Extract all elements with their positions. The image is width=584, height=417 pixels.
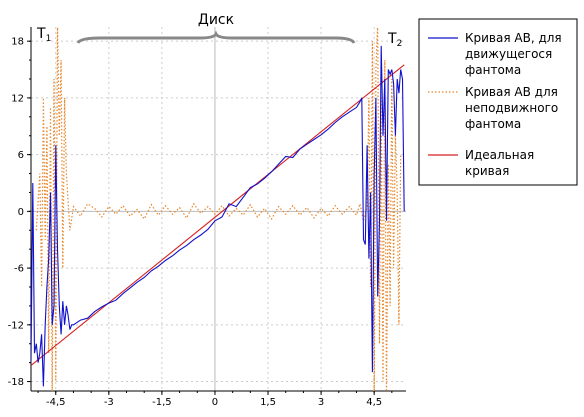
- disk-brace: [76, 30, 356, 44]
- x-tick-label: -4,5: [46, 397, 66, 408]
- legend-label: движущегося: [465, 47, 552, 61]
- series-line-2: [31, 64, 405, 366]
- legend-label: Кривая АВ, для: [465, 31, 562, 45]
- y-tick-label: 0: [18, 207, 24, 218]
- y-tick-label: -6: [14, 264, 24, 275]
- tick-labels: -4,5 -3 -1,5 0 1,5 3 4,5 -18 -12 -6 0 6 12 18: [8, 37, 382, 408]
- legend-label: Кривая АВ для: [465, 85, 558, 99]
- y-tick-label: -18: [8, 377, 24, 388]
- legend: Кривая АВ, для движущегося фантома Кривая А…: [418, 18, 578, 186]
- y-tick-label: 18: [11, 37, 24, 48]
- y-tick-label: -12: [8, 320, 24, 331]
- series: [31, 27, 405, 391]
- legend-label: кривая: [465, 164, 509, 178]
- legend-label: фантома: [465, 117, 521, 131]
- grid: [31, 27, 406, 391]
- x-tick-label: 4,5: [366, 397, 382, 408]
- x-tick-label: -3: [104, 397, 114, 408]
- disk-label: Диск: [198, 12, 234, 28]
- legend-label: Идеальная: [465, 148, 534, 162]
- x-tick-label: 1,5: [260, 397, 276, 408]
- legend-label: неподвижного: [465, 101, 558, 115]
- y-tick-label: 12: [11, 93, 24, 104]
- t2-label: T2: [387, 31, 402, 49]
- x-tick-label: 0: [212, 397, 218, 408]
- series-line-0: [31, 45, 405, 387]
- y-tick-label: 6: [18, 150, 24, 161]
- x-tick-label: 3: [318, 397, 324, 408]
- t1-label: T1: [36, 26, 51, 44]
- legend-label: фантома: [465, 63, 521, 77]
- legend-box: [418, 18, 578, 186]
- x-tick-label: -1,5: [152, 397, 172, 408]
